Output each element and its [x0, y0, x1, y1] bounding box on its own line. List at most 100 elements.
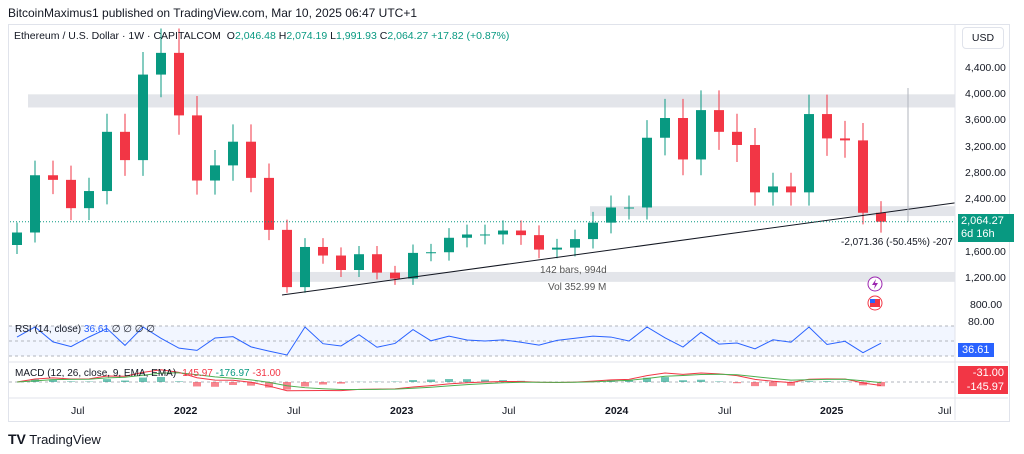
macd-histogram-bar — [139, 377, 147, 382]
macd-histogram-bar — [121, 380, 129, 382]
candle-body — [624, 207, 634, 209]
high-value: 2,074.19 — [286, 30, 328, 42]
macd-value: -145.97 — [178, 368, 213, 379]
macd-histogram-bar — [427, 379, 435, 382]
candle-body — [12, 232, 22, 246]
rsi-axis-tick: 80.00 — [968, 316, 995, 328]
macd-histogram-bar — [175, 381, 183, 382]
candle-body — [30, 175, 40, 233]
macd-histogram-bar — [859, 382, 867, 386]
histogram-value: -31.00 — [252, 368, 281, 379]
macd-label[interactable]: MACD (12, 26, close, 9, EMA, EMA) — [15, 368, 177, 379]
tradingview-logo[interactable]: TV TradingView — [8, 431, 101, 447]
candle-body — [462, 234, 472, 238]
time-tick: 2022 — [174, 405, 198, 417]
macd-histogram-bar — [625, 380, 633, 382]
time-tick: Jul — [287, 405, 301, 417]
close-label: C — [379, 30, 388, 42]
macd-histogram-bar — [247, 382, 255, 386]
symbol-name[interactable]: Ethereum / U.S. Dollar · 1W · CAPITALCOM — [14, 30, 221, 42]
macd-histogram-bar — [481, 379, 489, 382]
tv-logo-icon: TV — [8, 431, 26, 447]
us-flag-event-icon — [867, 295, 883, 311]
low-value: 1,991.93 — [335, 30, 377, 42]
price-tick: 4,000.00 — [965, 88, 1006, 100]
candle-body — [840, 138, 850, 141]
candle-body — [714, 110, 724, 132]
price-tick: 3,200.00 — [965, 141, 1006, 153]
candle-body — [228, 141, 238, 166]
candle-body — [570, 239, 580, 248]
candle-body — [642, 137, 652, 208]
rsi-value: 36.61 — [83, 324, 109, 335]
candle-body — [678, 118, 688, 160]
macd-histogram-bar — [67, 381, 75, 382]
macd-histogram-bar — [769, 382, 777, 387]
macd-tag: -145.97 — [958, 380, 1008, 394]
candle-body — [408, 252, 418, 279]
sr-zone — [590, 206, 955, 217]
bar-countdown: 6d 16h — [961, 228, 995, 240]
hist-tag: -31.00 — [958, 366, 1008, 380]
sr-zone — [290, 271, 955, 282]
price-tick: 4,400.00 — [965, 62, 1006, 74]
rsi-label[interactable]: RSI (14, close) — [15, 324, 82, 335]
time-tick: Jul — [502, 405, 516, 417]
candle-body — [750, 144, 760, 193]
signal-value: -176.97 — [215, 368, 250, 379]
signal-line — [16, 372, 882, 391]
macd-histogram-bar — [463, 379, 471, 382]
candle-body — [120, 131, 130, 161]
change-value: +17.82 (+0.87%) — [431, 30, 510, 42]
time-tick: Jul — [71, 405, 85, 417]
candle-body — [444, 237, 454, 253]
candle-body — [354, 254, 364, 271]
measure-volume: Vol 352.99 M — [548, 282, 607, 293]
rsi-line — [16, 326, 882, 356]
macd-histogram-bar — [301, 382, 309, 387]
candle-body — [786, 186, 796, 193]
candle-body — [84, 191, 94, 209]
candle-body — [318, 246, 328, 256]
macd-histogram-bar — [823, 381, 831, 382]
macd-histogram-bar — [697, 379, 705, 382]
candle-body — [516, 230, 526, 236]
price-tick: 1,200.00 — [965, 272, 1006, 284]
time-tick: 2025 — [820, 405, 844, 417]
candle-body — [696, 110, 706, 160]
candle-body — [264, 177, 274, 230]
last-price: 2,064.27 — [961, 215, 1004, 227]
symbol-legend: Ethereum / U.S. Dollar · 1W · CAPITALCOM… — [14, 30, 509, 42]
price-tick: 800.00 — [970, 299, 1003, 311]
rsi-extra: ∅ ∅ ∅ ∅ — [111, 324, 155, 335]
macd-histogram-bar — [679, 380, 687, 382]
candle-body — [804, 114, 814, 193]
currency-button[interactable]: USD — [962, 27, 1004, 49]
time-tick: 2023 — [390, 405, 414, 417]
macd-histogram-bar — [409, 380, 417, 382]
macd-histogram-bar — [265, 382, 273, 388]
lightning-event-icon — [867, 276, 883, 292]
measure-bars: 142 bars, 994d — [540, 265, 607, 276]
macd-histogram-bar — [103, 379, 111, 382]
candle-body — [732, 131, 742, 145]
candle-body — [480, 234, 490, 236]
open-label: O — [226, 30, 235, 42]
macd-histogram-bar — [229, 382, 237, 386]
macd-histogram-bar — [193, 382, 201, 387]
candle-body — [498, 230, 508, 235]
candle-body — [138, 74, 148, 161]
price-tick: 3,600.00 — [965, 114, 1006, 126]
trendline — [281, 202, 956, 296]
macd-histogram-bar — [157, 377, 165, 382]
candle-body — [822, 114, 832, 139]
candle-body — [660, 118, 670, 138]
candle-body — [588, 222, 598, 240]
macd-histogram-bar — [211, 382, 219, 387]
candle-body — [552, 247, 562, 250]
low-label: L — [330, 30, 336, 42]
candle-body — [210, 165, 220, 181]
macd-histogram-bar — [661, 377, 669, 382]
macd-histogram-bar — [805, 381, 813, 382]
